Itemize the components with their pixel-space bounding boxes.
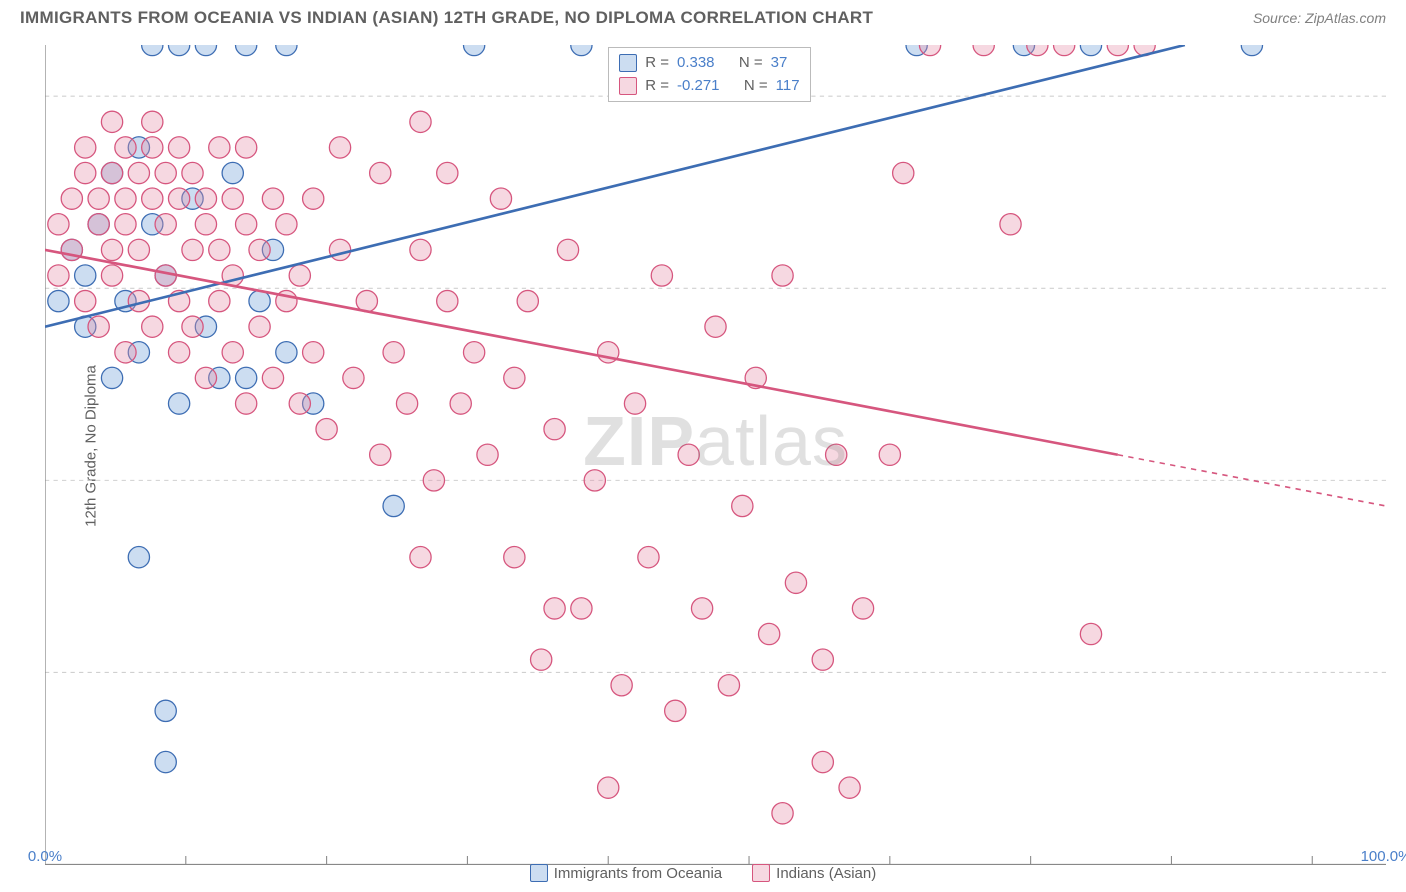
- x-tick-label: 0.0%: [28, 848, 62, 865]
- legend-label: Immigrants from Oceania: [554, 865, 722, 882]
- correlation-stats-box: R = 0.338 N = 37R = -0.271 N = 117: [608, 47, 810, 102]
- legend-label: Indians (Asian): [776, 865, 876, 882]
- legend-swatch: [619, 54, 637, 72]
- legend-item: Immigrants from Oceania: [530, 864, 722, 882]
- chart-title: IMMIGRANTS FROM OCEANIA VS INDIAN (ASIAN…: [20, 8, 873, 28]
- stats-row: R = 0.338 N = 37: [619, 52, 799, 75]
- scatter-plot: [45, 45, 1386, 865]
- chart-area: ZIPatlas 100.0%92.5%85.0%77.5% 0.0%100.0…: [45, 45, 1386, 837]
- legend-item: Indians (Asian): [752, 864, 876, 882]
- legend-swatch: [619, 77, 637, 95]
- source-label: Source: ZipAtlas.com: [1253, 10, 1386, 26]
- legend: Immigrants from Oceania Indians (Asian): [0, 864, 1406, 882]
- legend-swatch: [530, 864, 548, 882]
- legend-swatch: [752, 864, 770, 882]
- x-tick-label: 100.0%: [1361, 848, 1406, 865]
- stats-row: R = -0.271 N = 117: [619, 75, 799, 98]
